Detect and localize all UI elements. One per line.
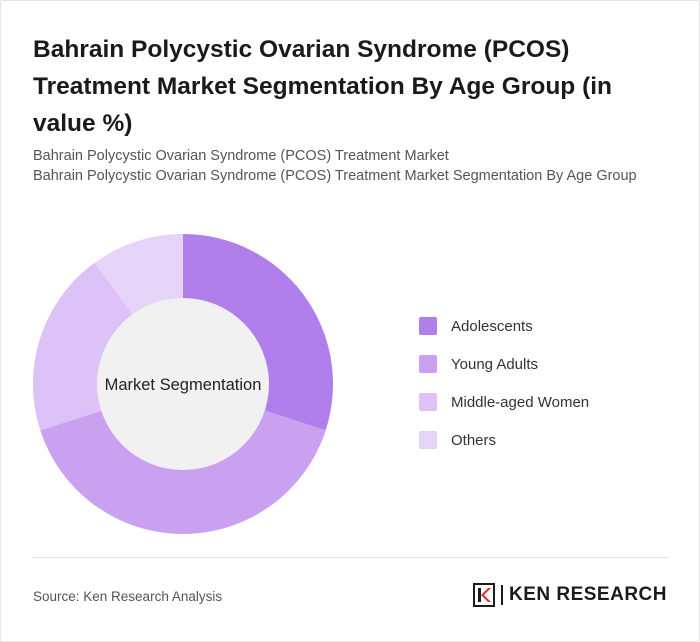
legend-item-middle-aged-women: Middle-aged Women xyxy=(419,391,589,413)
brand-separator xyxy=(500,585,503,605)
legend-label: Others xyxy=(451,431,497,449)
donut-chart: Market Segmentation xyxy=(32,234,333,534)
footer-divider xyxy=(33,557,669,558)
legend-label: Adolescents xyxy=(451,317,533,335)
brand-name: KEN RESEARCH xyxy=(508,584,667,605)
subtitle-line-2: Bahrain Polycystic Ovarian Syndrome (PCO… xyxy=(33,167,637,184)
subtitle-line-1: Bahrain Polycystic Ovarian Syndrome (PCO… xyxy=(33,148,449,164)
legend-swatch xyxy=(419,317,437,335)
donut-hole xyxy=(97,298,269,470)
legend-swatch xyxy=(419,355,437,373)
source-note: Source: Ken Research Analysis xyxy=(33,589,223,604)
donut-center-label: Market Segmentation xyxy=(105,376,262,394)
legend-item-others: Others xyxy=(419,429,589,451)
brand-logo: KEN RESEARCH xyxy=(472,583,667,607)
legend-label: Middle-aged Women xyxy=(451,393,590,411)
legend-item-young-adults: Young Adults xyxy=(419,353,589,375)
chart-legend: Adolescents Young Adults Middle-aged Women… xyxy=(419,315,589,467)
legend-item-adolescents: Adolescents xyxy=(419,315,589,337)
ken-research-logo-icon xyxy=(472,583,495,607)
legend-swatch xyxy=(419,431,437,449)
chart-title: Bahrain Polycystic Ovarian Syndrome (PCO… xyxy=(33,36,613,137)
legend-label: Young Adults xyxy=(451,355,539,373)
legend-swatch xyxy=(419,393,437,411)
chart-subtitle: Bahrain Polycystic Ovarian Syndrome (PCO… xyxy=(33,147,663,186)
